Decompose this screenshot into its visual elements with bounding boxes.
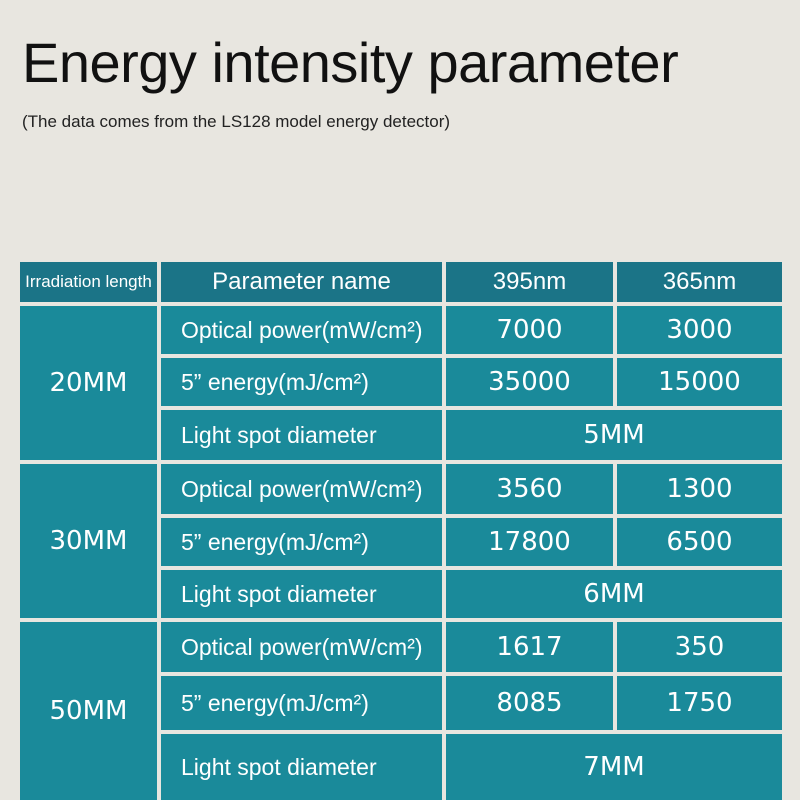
param-name-spot-diameter: Light spot diameter: [161, 734, 442, 800]
param-name-optical-power: Optical power(mW/cm²): [161, 622, 442, 672]
value-spot-diameter: 7MM: [446, 734, 782, 800]
param-name-optical-power: Optical power(mW/cm²): [161, 464, 442, 514]
value-395nm: 35000: [446, 358, 613, 406]
value-365nm: 1750: [617, 676, 782, 730]
irradiation-length-30mm: 30MM: [20, 464, 157, 618]
param-name-spot-diameter: Light spot diameter: [161, 410, 442, 460]
page-title: Energy intensity parameter: [22, 31, 679, 94]
value-365nm: 3000: [617, 306, 782, 354]
parameter-table: Irradiation length Parameter name 395nm …: [18, 260, 784, 800]
value-395nm: 8085: [446, 676, 613, 730]
value-365nm: 15000: [617, 358, 782, 406]
param-name-spot-diameter: Light spot diameter: [161, 570, 442, 618]
value-395nm: 3560: [446, 464, 613, 514]
irradiation-length-20mm: 20MM: [20, 306, 157, 460]
param-name-energy: 5” energy(mJ/cm²): [161, 518, 442, 566]
param-name-optical-power: Optical power(mW/cm²): [161, 306, 442, 354]
value-395nm: 1617: [446, 622, 613, 672]
header-irradiation-length: Irradiation length: [20, 262, 157, 302]
header-parameter-name: Parameter name: [161, 262, 442, 302]
header-395nm: 395nm: [446, 262, 613, 302]
value-spot-diameter: 6MM: [446, 570, 782, 618]
param-name-energy: 5” energy(mJ/cm²): [161, 676, 442, 730]
page-subtitle: (The data comes from the LS128 model ene…: [22, 112, 451, 131]
value-365nm: 350: [617, 622, 782, 672]
header-365nm: 365nm: [617, 262, 782, 302]
value-395nm: 7000: [446, 306, 613, 354]
param-name-energy: 5” energy(mJ/cm²): [161, 358, 442, 406]
value-395nm: 17800: [446, 518, 613, 566]
value-spot-diameter: 5MM: [446, 410, 782, 460]
value-365nm: 1300: [617, 464, 782, 514]
value-365nm: 6500: [617, 518, 782, 566]
irradiation-length-50mm: 50MM: [20, 622, 157, 800]
